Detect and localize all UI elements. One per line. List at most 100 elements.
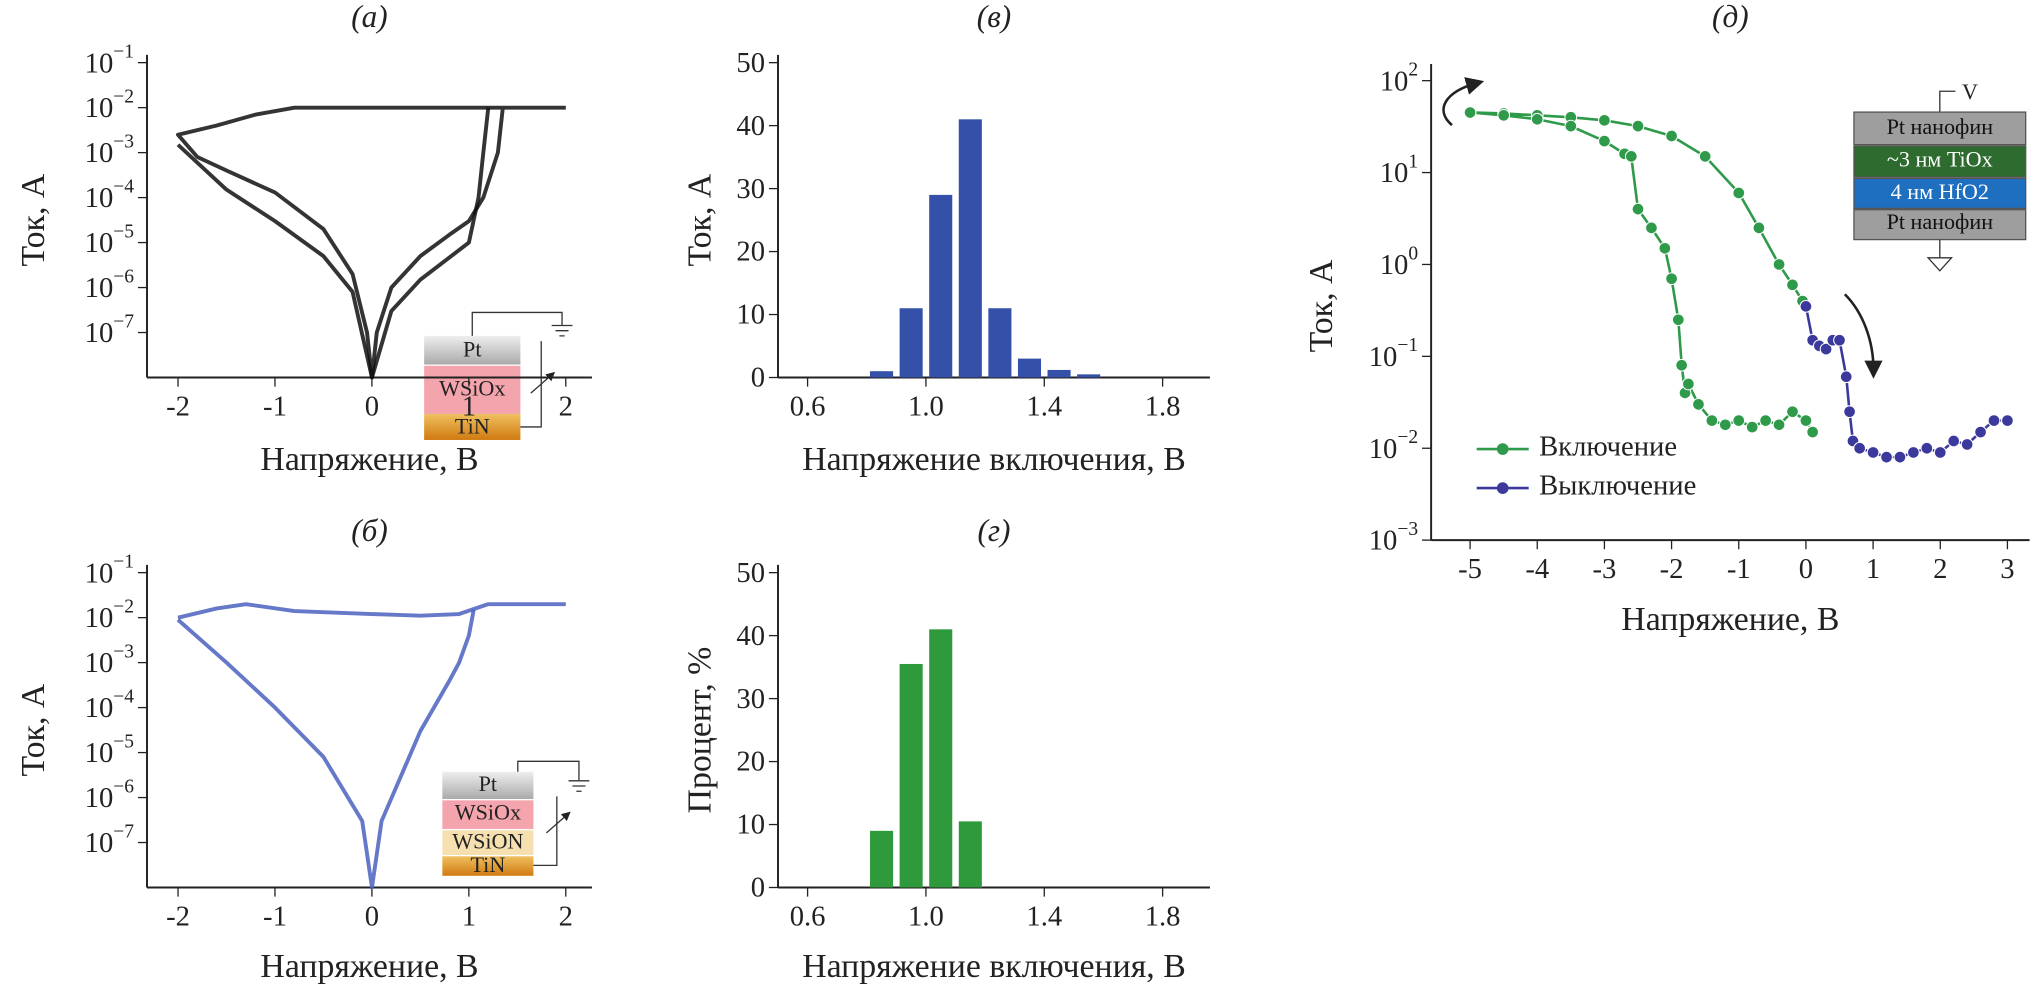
- inset-label: TiN: [470, 852, 505, 877]
- point: [1772, 418, 1786, 432]
- y-axis-label: Ток, А: [15, 173, 52, 266]
- point: [1598, 134, 1611, 148]
- legend-label: Включение: [1539, 431, 1677, 463]
- point: [1624, 150, 1638, 163]
- x-tick-label: -3: [1592, 553, 1616, 585]
- legend-marker: [1496, 443, 1509, 455]
- y-tick-label: 10−7: [85, 822, 135, 859]
- y-axis-label: Ток, А: [681, 173, 718, 266]
- bar: [899, 663, 923, 888]
- inset-label: Pt: [479, 771, 498, 796]
- y-axis-label: Ток, А: [1303, 259, 1340, 352]
- x-tick-label: 0: [365, 390, 379, 422]
- x-tick-label: -2: [1660, 553, 1684, 585]
- point: [1698, 150, 1712, 163]
- layer: [1853, 111, 2027, 146]
- x-tick-label: 1.0: [908, 900, 944, 932]
- wire: [533, 796, 558, 867]
- x-tick-label: -2: [166, 390, 190, 422]
- y-tick-label: 101: [1380, 152, 1418, 189]
- x-tick-label: -1: [263, 390, 287, 422]
- x-tick-label: 1.0: [908, 390, 944, 422]
- y-tick-label: 10−5: [85, 732, 134, 769]
- inset-label: Pt: [463, 337, 482, 362]
- point: [1598, 113, 1611, 127]
- x-tick-label: 1.8: [1145, 900, 1181, 932]
- x-tick-label: 2: [1933, 553, 1947, 585]
- point: [1658, 241, 1672, 255]
- x-tick-label: 1: [462, 900, 476, 932]
- inset-label: TiN: [455, 413, 490, 438]
- point: [1799, 299, 1813, 313]
- y-tick-label: 10−4: [85, 177, 135, 214]
- point: [1880, 450, 1893, 464]
- y-tick-label: 10: [736, 299, 765, 331]
- y-axis-label: Процент, %: [681, 647, 718, 814]
- layer: [442, 800, 534, 829]
- x-tick-label: -4: [1525, 553, 1549, 585]
- point: [1665, 129, 1678, 143]
- series-line: [176, 609, 476, 890]
- bar: [929, 194, 953, 378]
- y-tick-label: 10−5: [85, 222, 134, 259]
- panel-title: (б): [351, 513, 388, 548]
- bar: [1047, 369, 1071, 378]
- y-tick-label: 0: [751, 362, 765, 394]
- y-tick-label: 10−4: [85, 687, 135, 724]
- point: [1853, 441, 1867, 455]
- y-tick-label: 100: [1380, 244, 1418, 281]
- y-tick-label: 40: [736, 110, 765, 142]
- x-tick-label: 0.6: [790, 390, 826, 422]
- legend-marker: [1496, 482, 1509, 494]
- point: [1759, 414, 1772, 427]
- point: [1786, 278, 1799, 292]
- bar: [1017, 358, 1042, 378]
- y-tick-label: 20: [736, 236, 765, 268]
- point: [1819, 342, 1833, 356]
- point: [1497, 108, 1511, 122]
- point: [1947, 434, 1961, 448]
- point: [1718, 418, 1732, 432]
- y-tick-label: 30: [736, 173, 765, 205]
- point: [1960, 438, 1974, 451]
- y-tick-label: 10−1: [85, 552, 134, 589]
- x-tick-label: -2: [166, 900, 190, 932]
- y-tick-label: 10−2: [1369, 428, 1418, 465]
- bar: [870, 371, 894, 378]
- y-tick-label: 30: [736, 683, 765, 715]
- point: [1799, 414, 1813, 427]
- point: [1843, 405, 1856, 419]
- ground: [568, 780, 590, 792]
- layer: [442, 856, 534, 876]
- y-tick-label: 102: [1380, 60, 1418, 97]
- y-tick-label: 10−3: [85, 132, 134, 169]
- series-line: [1469, 111, 1814, 433]
- y-axis-label: Ток, А: [15, 683, 52, 776]
- x-tick-label: -1: [263, 900, 287, 932]
- bar: [1077, 374, 1101, 378]
- y-tick-label: 10−2: [85, 597, 134, 634]
- bar: [958, 119, 982, 378]
- inset-label: WSiON: [452, 828, 523, 853]
- y-tick-label: 50: [736, 557, 765, 589]
- point: [1987, 414, 2001, 427]
- x-tick-label: 1.4: [1026, 900, 1062, 932]
- point: [1839, 370, 1853, 384]
- x-tick-label: 0.6: [790, 900, 826, 932]
- bar: [958, 821, 982, 888]
- x-tick-label: 1.8: [1145, 390, 1181, 422]
- point: [1732, 414, 1746, 427]
- bar: [988, 308, 1012, 378]
- point: [1833, 333, 1846, 347]
- wire: [517, 760, 580, 781]
- x-tick-label: 0: [365, 900, 379, 932]
- x-axis-label: Напряжение, В: [260, 441, 478, 478]
- panel-title: (д): [1712, 0, 1749, 34]
- inset-b: Pt WSiOx WSiON TiN: [442, 760, 590, 877]
- x-tick-label: 1: [1866, 553, 1880, 585]
- x-tick-label: -5: [1458, 553, 1482, 585]
- bar: [870, 830, 894, 888]
- y-tick-label: 10−6: [85, 777, 135, 814]
- point: [1705, 414, 1719, 427]
